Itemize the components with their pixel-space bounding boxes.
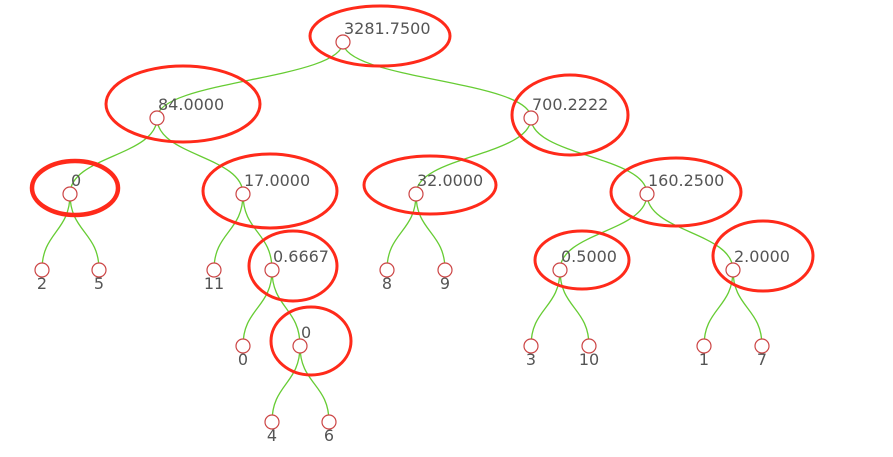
- tree-edge: [703, 269, 734, 347]
- leaf-label: 0: [238, 350, 248, 369]
- internal-node[interactable]: [725, 262, 741, 278]
- leaf-label: 11: [204, 274, 224, 293]
- tree-edge: [530, 269, 561, 347]
- tree-edge: [271, 269, 301, 347]
- node-value-label: 700.2222: [532, 95, 608, 114]
- tree-edge: [156, 41, 344, 119]
- node-value-label: 17.0000: [244, 171, 310, 190]
- node-value-label: 2.0000: [734, 247, 790, 266]
- internal-node[interactable]: [552, 262, 568, 278]
- internal-node[interactable]: [408, 186, 424, 202]
- highlight-ellipse: [104, 64, 262, 144]
- leaf-label: 3: [526, 350, 536, 369]
- leaf-node[interactable]: [235, 338, 251, 354]
- tree-edge: [242, 269, 273, 347]
- internal-node[interactable]: [523, 110, 539, 126]
- highlight-ellipse: [362, 154, 498, 216]
- tree-edge: [271, 345, 301, 423]
- internal-node[interactable]: [235, 186, 251, 202]
- internal-node[interactable]: [62, 186, 78, 202]
- leaf-label: 7: [757, 350, 767, 369]
- leaf-node[interactable]: [321, 414, 337, 430]
- internal-node[interactable]: [292, 338, 308, 354]
- internal-node[interactable]: [264, 262, 280, 278]
- node-value-label: 84.0000: [158, 95, 224, 114]
- leaf-label: 5: [94, 274, 104, 293]
- tree-edge: [559, 193, 648, 271]
- tree-edge: [732, 269, 763, 347]
- leaf-node[interactable]: [379, 262, 395, 278]
- internal-node[interactable]: [639, 186, 655, 202]
- leaf-node[interactable]: [437, 262, 453, 278]
- node-value-label: 0.6667: [273, 247, 329, 266]
- highlight-ellipse: [533, 229, 631, 291]
- internal-node[interactable]: [335, 34, 351, 50]
- node-value-label: 32.0000: [417, 171, 483, 190]
- node-value-label: 0: [301, 323, 311, 342]
- tree-edge: [415, 117, 532, 195]
- internal-node[interactable]: [149, 110, 165, 126]
- tree-edge: [342, 41, 532, 119]
- tree-edge: [646, 193, 734, 271]
- leaf-node[interactable]: [696, 338, 712, 354]
- tree-edge: [299, 345, 330, 423]
- highlight-ellipse: [510, 73, 630, 157]
- tree-edge: [69, 193, 100, 271]
- tree-edge: [213, 193, 244, 271]
- highlight-ellipse: [269, 305, 353, 377]
- tree-edge: [559, 269, 590, 347]
- tree-edge: [530, 117, 648, 195]
- tree-edge: [41, 193, 71, 271]
- leaf-label: 9: [440, 274, 450, 293]
- highlight-ellipse: [29, 158, 121, 218]
- tree-edge: [415, 193, 446, 271]
- leaf-label: 8: [382, 274, 392, 293]
- highlight-ellipse: [711, 219, 815, 293]
- leaf-label: 1: [699, 350, 709, 369]
- tree-edge: [69, 117, 158, 195]
- leaf-node[interactable]: [581, 338, 597, 354]
- node-value-label: 160.2500: [648, 171, 724, 190]
- node-value-label: 3281.7500: [344, 19, 431, 38]
- leaf-node[interactable]: [34, 262, 50, 278]
- leaf-label: 6: [324, 426, 334, 445]
- tree-edge: [386, 193, 417, 271]
- highlight-ellipse: [201, 152, 339, 230]
- node-value-label: 0: [71, 171, 81, 190]
- leaf-node[interactable]: [91, 262, 107, 278]
- highlight-ellipse: [609, 156, 743, 228]
- leaf-node[interactable]: [206, 262, 222, 278]
- tree-edge: [242, 193, 273, 271]
- node-value-label: 0.5000: [561, 247, 617, 266]
- leaf-node[interactable]: [264, 414, 280, 430]
- highlight-ellipse: [247, 229, 339, 303]
- highlight-ellipse: [308, 4, 452, 68]
- leaf-label: 10: [579, 350, 599, 369]
- leaf-node[interactable]: [754, 338, 770, 354]
- leaf-node[interactable]: [523, 338, 539, 354]
- leaf-label: 4: [267, 426, 277, 445]
- tree-edge: [156, 117, 244, 195]
- leaf-label: 2: [37, 274, 47, 293]
